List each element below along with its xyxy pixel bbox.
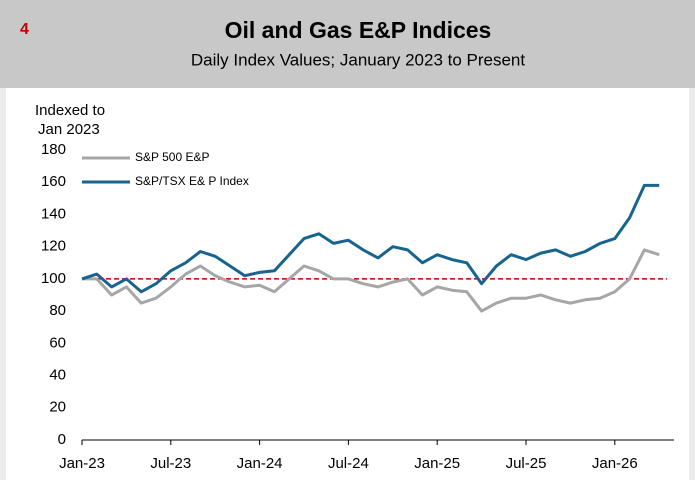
y-tick-label: 0 [58,431,66,448]
x-tick-label: Jul-24 [328,455,369,472]
y-tick-label: 80 [49,302,66,319]
y-tick-label: 40 [49,367,66,384]
x-tick-label: Jan-24 [237,455,283,472]
y-tick-label: 140 [41,205,66,222]
series-line [82,248,660,313]
y-tick-label: 20 [49,399,66,416]
x-tick-label: Jul-23 [150,455,191,472]
y-tick-label: 180 [41,141,66,158]
x-tick-label: Jan-23 [59,455,105,472]
chart-subtitle: Daily Index Values; January 2023 to Pres… [191,50,525,69]
x-tick-label: Jan-25 [414,455,460,472]
x-tick-label: Jan-26 [592,455,638,472]
y-tick-label: 100 [41,270,66,287]
series-line [81,183,660,294]
y-axis-label: Jan 2023 [38,121,100,138]
y-tick-label: 160 [41,173,66,190]
header-band [0,0,695,88]
chart-title: Oil and Gas E&P Indices [225,17,492,43]
y-axis-label: Indexed to [35,102,105,119]
panel-number: 4 [20,21,29,38]
legend-label: S&P 500 E&P [135,150,210,164]
x-tick-label: Jul-25 [506,455,547,472]
legend-label: S&P/TSX E& P Index [135,174,249,188]
y-tick-label: 120 [41,238,66,255]
y-tick-label: 60 [49,334,66,351]
